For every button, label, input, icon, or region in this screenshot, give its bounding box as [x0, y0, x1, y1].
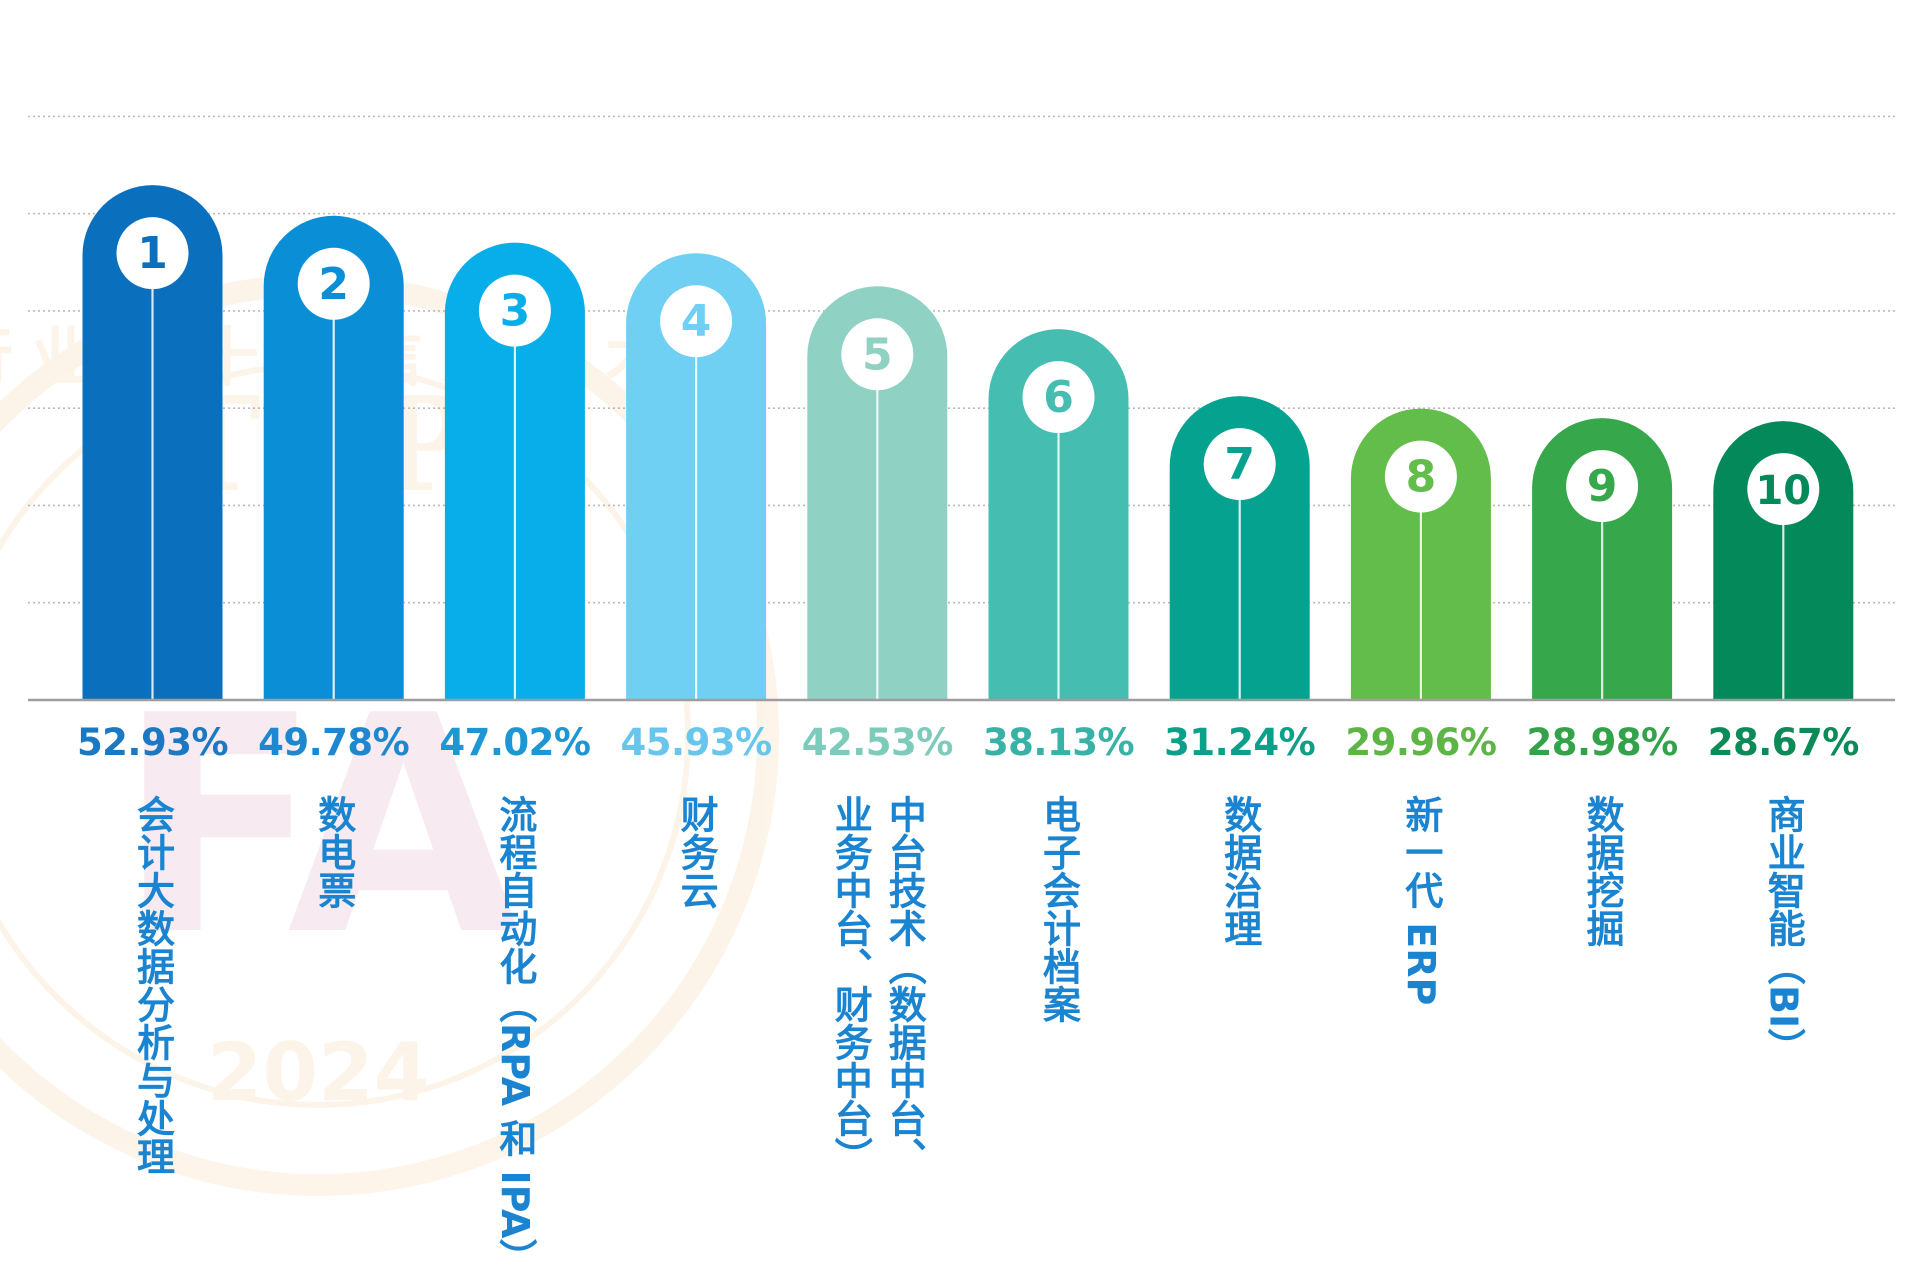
- rank-label: 7: [1224, 439, 1255, 490]
- value-label: 31.24%: [1164, 721, 1315, 764]
- rank-badge: [660, 285, 733, 358]
- value-label: 28.67%: [1708, 721, 1859, 764]
- value-label: 49.78%: [258, 721, 409, 764]
- rank-badge: [478, 274, 551, 347]
- watermark-fa-text: FA: [117, 652, 522, 1001]
- category-label: 流程自动化（RPA 和 IPA）: [493, 795, 537, 1267]
- rank-label: 5: [862, 329, 893, 380]
- rank-badge: [1384, 440, 1457, 513]
- category-label: 数据挖掘: [1580, 795, 1624, 947]
- rank-badge: [116, 217, 189, 290]
- category-label: 商业智能（BI）: [1761, 795, 1805, 1066]
- rank-label: 1: [137, 228, 168, 279]
- value-label: 47.02%: [439, 721, 590, 764]
- rank-label: 4: [681, 296, 712, 347]
- rank-badge: [297, 247, 370, 320]
- rank-badge: [841, 318, 914, 391]
- rank-badge: [1203, 428, 1276, 501]
- category-label: 数电票: [312, 795, 356, 909]
- category-label: 财务云: [674, 795, 718, 909]
- value-label: 29.96%: [1345, 721, 1496, 764]
- rank-label: 10: [1755, 468, 1811, 514]
- value-label: 45.93%: [621, 721, 772, 764]
- value-label: 38.13%: [983, 721, 1134, 764]
- value-label: 28.98%: [1527, 721, 1678, 764]
- value-label: 42.53%: [802, 721, 953, 764]
- rank-badge: [1566, 450, 1639, 523]
- rank-label: 9: [1587, 461, 1618, 512]
- category-label: 中台技术（数据中台、: [882, 795, 926, 1175]
- rank-badge: [1747, 453, 1820, 526]
- category-label: 业务中台、财务中台）: [828, 795, 872, 1175]
- rank-label: 8: [1406, 452, 1437, 503]
- category-label: 会计大数据分析与处理: [131, 795, 175, 1175]
- rank-label: 3: [500, 286, 531, 337]
- watermark-year-text: 2024: [207, 1026, 430, 1119]
- rank-label: 6: [1043, 372, 1074, 423]
- value-label: 52.93%: [77, 721, 228, 764]
- category-label: 数据治理: [1218, 795, 1262, 947]
- category-label: 新一代 ERP: [1399, 795, 1443, 1005]
- rank-label: 2: [318, 259, 349, 310]
- rank-badge: [1022, 361, 1095, 434]
- category-label: 电子会计档案: [1037, 795, 1081, 1023]
